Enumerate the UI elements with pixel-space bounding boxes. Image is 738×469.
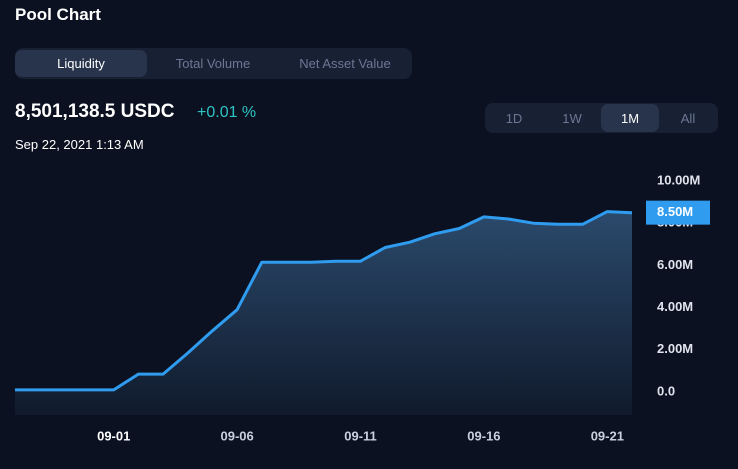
tab[interactable]: 1M [601,104,659,132]
title: Pool Chart [15,5,101,24]
amount: 8,501,138.5 USDC [15,101,175,122]
area [15,211,632,415]
x-tick-label: 09-11 [344,428,377,443]
price-badge [646,200,710,225]
tab[interactable]: All [680,110,696,126]
price-badge-label: 8.50M [657,204,693,219]
tab[interactable]: Total Volume [175,56,251,71]
tab[interactable]: Net Asset Value [299,56,391,71]
tab[interactable]: 1D [505,110,523,126]
y-tick-label: 0.0 [657,383,675,398]
change: +0.01 % [197,104,257,121]
tab[interactable]: 1W [562,110,582,126]
x-tick-label: 09-01 [97,428,130,443]
x-tick-label: 09-21 [591,428,624,443]
y-tick-label: 2.00M [657,341,693,356]
tab-bar: Liquidity Total Volume Net Asset Value [15,48,412,79]
x-tick-label: 09-06 [220,428,253,443]
timestamp: Sep 22, 2021 1:13 AM [15,137,144,152]
y-tick-label: 4.00M [657,299,693,314]
y-tick-label: 6.00M [657,257,693,272]
x-tick-label: 09-16 [467,428,500,443]
range-bar: 1D 1W 1M All [485,103,718,133]
tab[interactable]: Liquidity [15,50,147,77]
line [15,210,633,392]
y-tick-label: 10.00M [657,172,700,187]
